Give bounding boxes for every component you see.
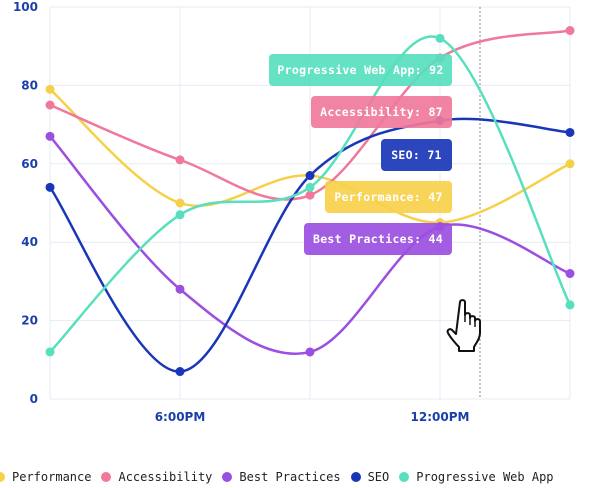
tooltip-text: Best Practices: 44 (313, 232, 443, 246)
data-point-accessibility[interactable] (565, 26, 575, 36)
data-point-accessibility[interactable] (45, 100, 55, 110)
data-point-performance[interactable] (175, 198, 185, 208)
y-tick-label: 100 (13, 0, 38, 14)
data-point-seo[interactable] (175, 367, 185, 377)
legend-swatch (222, 472, 233, 482)
legend-label: Best Practices (239, 470, 341, 484)
tooltip: Progressive Web App: 92 (269, 54, 452, 86)
tooltip: SEO: 71 (381, 139, 452, 171)
x-tick-label: 12:00PM (411, 410, 470, 424)
data-point-performance[interactable] (565, 159, 575, 169)
tooltip-box (269, 54, 452, 86)
legend-item[interactable]: Best Practices (222, 470, 341, 484)
tooltip-text: Accessibility: 87 (320, 105, 443, 119)
legend-item[interactable]: Progressive Web App (399, 470, 554, 484)
y-tick-label: 80 (21, 78, 38, 92)
series-line-seo (48, 117, 571, 373)
tooltip: Performance: 47 (325, 181, 452, 213)
x-axis-ticks: 6:00PM 12:00PM (155, 410, 470, 424)
tooltip-text: Progressive Web App: 92 (277, 63, 443, 77)
legend-swatch (0, 472, 5, 482)
tooltip-box (311, 96, 452, 128)
data-point-seo[interactable] (565, 127, 575, 137)
legend-item[interactable]: Accessibility (101, 470, 212, 484)
legend-item[interactable]: SEO (350, 470, 390, 484)
tooltip-box (325, 181, 452, 213)
tooltip: Accessibility: 87 (311, 96, 452, 128)
legend-item[interactable]: Performance (0, 470, 91, 484)
data-point-accessibility[interactable] (175, 155, 185, 165)
data-point-progressive-web-app[interactable] (45, 347, 55, 357)
data-point-progressive-web-app[interactable] (175, 210, 185, 220)
tooltip-box (304, 223, 452, 255)
y-tick-label: 0 (30, 392, 38, 406)
data-point-progressive-web-app[interactable] (435, 33, 445, 43)
x-tick-label: 6:00PM (155, 410, 206, 424)
data-point-seo[interactable] (305, 171, 315, 181)
y-tick-label: 60 (21, 157, 38, 171)
legend-label: Accessibility (118, 470, 213, 484)
data-point-progressive-web-app[interactable] (305, 182, 315, 192)
series-line-progressive-web-app (49, 35, 572, 353)
data-point-performance[interactable] (45, 84, 55, 94)
y-tick-label: 40 (21, 235, 38, 249)
legend-swatch (350, 472, 361, 482)
legend-swatch (101, 472, 112, 482)
line-chart: 0 20 40 60 80 100 6:00PM 12:00PM Progressive W… (13, 0, 575, 424)
tooltip-group: Progressive Web App: 92 Accessibility: 87… (269, 54, 452, 255)
legend-swatch (399, 472, 410, 482)
data-point-accessibility[interactable] (305, 190, 315, 200)
chart-legend: Performance Accessibility Best Practices SE… (0, 470, 564, 488)
hand-pointer-icon (446, 299, 481, 352)
tooltip-text: Performance: 47 (334, 190, 442, 204)
data-point-best-practices[interactable] (305, 347, 315, 357)
data-point-best-practices[interactable] (45, 131, 55, 141)
data-point-progressive-web-app[interactable] (565, 300, 575, 310)
y-axis-ticks: 0 20 40 60 80 100 (13, 0, 38, 406)
tooltip-text: SEO: 71 (391, 148, 442, 162)
tooltip: Best Practices: 44 (304, 223, 452, 255)
legend-label: SEO (367, 470, 390, 484)
legend-label: Progressive Web App (416, 470, 554, 484)
y-tick-label: 20 (21, 314, 38, 328)
data-point-seo[interactable] (45, 182, 55, 192)
data-point-best-practices[interactable] (565, 269, 575, 279)
data-point-best-practices[interactable] (175, 284, 185, 294)
legend-label: Performance (12, 470, 92, 484)
tooltip-box (381, 139, 452, 171)
